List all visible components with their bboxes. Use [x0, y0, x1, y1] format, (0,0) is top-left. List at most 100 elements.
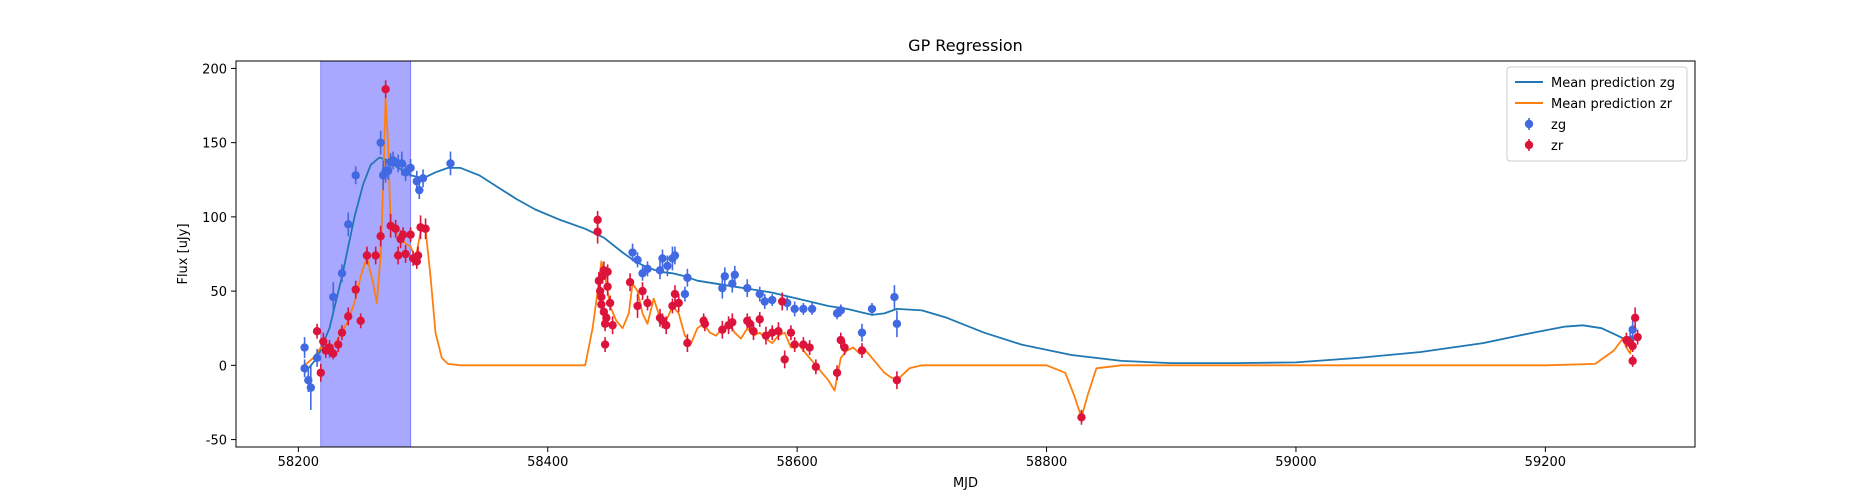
point-marker	[334, 340, 343, 349]
point-marker	[344, 312, 353, 321]
point-marker	[720, 272, 730, 281]
data-point-zg-11	[376, 130, 385, 155]
data-point-zg-49	[836, 304, 845, 317]
data-point-zg-31	[663, 255, 672, 277]
point-marker	[1633, 332, 1642, 342]
point-marker	[786, 328, 796, 337]
data-point-zr-75	[840, 340, 849, 355]
y-axis-ticks: -50 0 50 100 150 200	[202, 62, 236, 449]
legend-label: Mean prediction zr	[1551, 97, 1673, 112]
data-point-zr-82	[1628, 354, 1637, 367]
point-marker	[755, 315, 764, 324]
point-marker	[356, 316, 365, 326]
point-marker	[658, 254, 667, 263]
x-tick-label: 58200	[278, 455, 319, 470]
data-point-zg-28	[643, 261, 652, 277]
data-point-zr-66	[777, 292, 787, 311]
point-marker	[381, 85, 390, 94]
data-point-zr-38	[602, 308, 611, 327]
point-marker	[600, 340, 610, 349]
legend-label: zr	[1551, 139, 1564, 154]
point-marker	[718, 325, 727, 334]
data-point-zr-49	[662, 316, 671, 335]
point-marker	[780, 355, 789, 364]
point-marker	[1077, 413, 1086, 422]
data-point-zg-40	[743, 279, 752, 298]
legend-label: Mean prediction zg	[1551, 76, 1675, 91]
legend: Mean prediction zg Mean prediction zr zg zr	[1506, 66, 1688, 162]
y-tick-label: 100	[202, 211, 227, 226]
data-point-zr-60	[745, 316, 754, 332]
data-point-zr-39	[603, 264, 612, 280]
data-point-zr-78	[1077, 409, 1086, 425]
data-point-zr-68	[786, 325, 796, 341]
point-marker	[312, 353, 322, 363]
points-layer	[300, 80, 1642, 425]
data-point-zr-67	[780, 350, 789, 369]
point-marker	[446, 159, 455, 168]
data-point-zr-11	[362, 246, 372, 265]
data-point-zr-12	[371, 246, 380, 265]
point-marker	[743, 283, 752, 293]
data-point-zr-9	[351, 280, 360, 299]
data-point-zr-55	[700, 316, 710, 332]
plot-area	[235, 60, 1696, 448]
point-marker	[316, 368, 325, 377]
data-point-zr-62	[755, 311, 764, 327]
data-point-zr-70	[799, 337, 808, 352]
data-point-zr-76	[857, 343, 867, 358]
x-tick-label: 58800	[1026, 455, 1067, 470]
point-marker	[300, 364, 309, 373]
point-marker	[892, 319, 902, 328]
data-point-zr-69	[790, 337, 799, 352]
point-marker	[603, 282, 612, 291]
data-point-zr-63	[761, 326, 771, 345]
point-marker	[344, 220, 353, 229]
point-marker	[371, 251, 380, 260]
x-axis-ticks: 58200 58400 58600 58800 59000 59200	[278, 447, 1566, 470]
point-marker	[312, 327, 322, 336]
data-point-zr-45	[638, 282, 647, 301]
data-point-zr-40	[603, 277, 612, 296]
data-point-zr-61	[749, 322, 758, 341]
legend-marker-swatch	[1524, 140, 1534, 150]
point-marker	[749, 327, 758, 336]
data-point-zr-13	[376, 225, 385, 247]
point-marker	[728, 318, 737, 327]
data-point-zg-37	[720, 267, 730, 286]
point-marker	[663, 261, 672, 271]
plot-frame	[235, 60, 1696, 448]
data-point-zr-83	[1630, 307, 1640, 329]
point-marker	[1630, 313, 1640, 323]
data-point-zg-29	[655, 261, 665, 280]
data-point-zg-39	[730, 265, 740, 284]
data-point-zr-71	[805, 340, 814, 355]
point-marker	[625, 278, 635, 287]
point-marker	[774, 327, 783, 336]
data-point-zr-20	[401, 245, 410, 263]
point-marker	[351, 285, 360, 294]
data-point-zr-10	[356, 313, 365, 329]
y-tick-label: 0	[219, 359, 227, 374]
data-point-zg-45	[790, 301, 799, 317]
point-marker	[1628, 341, 1637, 351]
data-point-zr-44	[633, 294, 642, 318]
point-marker	[362, 251, 372, 260]
point-marker	[655, 266, 665, 275]
point-marker	[836, 335, 845, 345]
legend-marker-swatch	[1524, 119, 1534, 129]
data-point-zg-34	[680, 286, 690, 302]
data-point-zg-23	[418, 169, 428, 188]
data-point-zg-22	[415, 181, 424, 200]
point-marker	[329, 292, 338, 302]
data-point-zr-72	[811, 359, 821, 375]
point-marker	[351, 171, 360, 180]
point-marker	[790, 304, 799, 314]
point-marker	[892, 375, 902, 385]
data-point-zg-3	[306, 365, 316, 410]
point-marker	[700, 319, 710, 328]
data-point-zr-14	[381, 80, 390, 99]
point-marker	[668, 301, 677, 311]
point-marker	[376, 138, 385, 147]
